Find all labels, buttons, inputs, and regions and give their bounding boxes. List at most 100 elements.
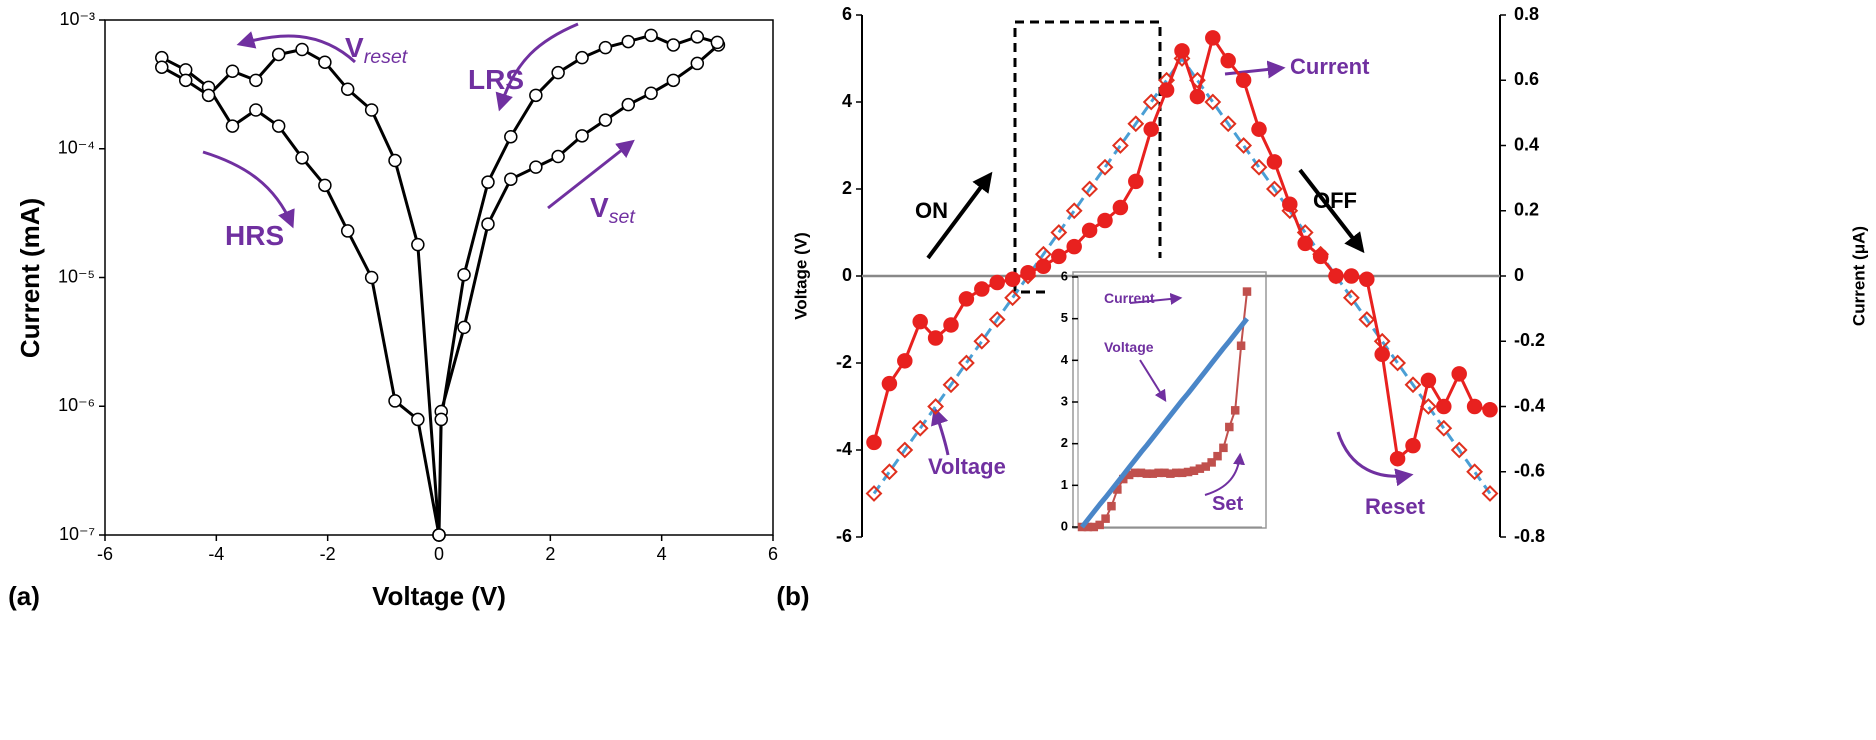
annotation-text: V [590, 192, 609, 223]
annotation-text: Current [1104, 290, 1155, 306]
data-point [1097, 212, 1113, 229]
data-point [504, 172, 518, 186]
x-tick-label: 6 [768, 544, 778, 564]
data-point [644, 28, 658, 43]
data-point [1251, 121, 1267, 137]
data-point [1225, 422, 1234, 432]
data-point [1128, 173, 1144, 190]
series-line [160, 48, 441, 536]
arrow [1139, 359, 1167, 403]
data-point [1482, 402, 1498, 418]
data-point [973, 332, 991, 350]
annotation: LRS [468, 64, 524, 95]
x-tick-label: 4 [657, 544, 667, 564]
arrow [1336, 431, 1414, 487]
data-point [927, 398, 945, 415]
data-point [1481, 485, 1499, 502]
data-point [1205, 30, 1221, 46]
data-point [201, 88, 216, 103]
annotation-text: Voltage [928, 454, 1006, 479]
y-tick-label: -2 [836, 352, 852, 372]
data-point [942, 376, 960, 394]
data-point [1328, 268, 1344, 284]
data-point [866, 434, 882, 451]
data-point [1174, 43, 1190, 59]
x-tick-label: 2 [545, 544, 555, 564]
data-point [1297, 235, 1313, 252]
data-point [1266, 154, 1283, 170]
data-point [1235, 72, 1252, 88]
data-point [1359, 271, 1375, 288]
data-point [943, 317, 959, 333]
y-tick-label: 4 [1061, 352, 1069, 367]
x-axis-title: Voltage (V) [372, 581, 506, 611]
data-point [504, 129, 518, 144]
annotation: Vset [590, 192, 636, 228]
data-point [974, 281, 990, 297]
arrow [1204, 452, 1246, 496]
arrow [926, 171, 993, 260]
data-point [225, 119, 240, 133]
y-axis-title: Voltage (V) [791, 232, 810, 320]
annotation: Reset [1365, 494, 1426, 519]
data-point [225, 64, 240, 78]
data-point [1095, 520, 1104, 530]
y2-tick-label: 0 [1514, 265, 1524, 285]
series-line [437, 33, 720, 536]
annotation: Voltage [928, 454, 1006, 479]
y-tick-label: -4 [836, 439, 852, 459]
y2-tick-label: -0.2 [1514, 330, 1545, 350]
data-point [388, 394, 402, 408]
data-point [989, 274, 1005, 291]
y-tick-label: 4 [842, 91, 852, 111]
data-point [644, 86, 658, 100]
data-point [1081, 222, 1098, 239]
data-point [927, 330, 944, 346]
arrow [931, 406, 950, 456]
data-point [1466, 463, 1484, 481]
data-point [1189, 88, 1206, 105]
data-point [551, 149, 565, 164]
x-tick-label: -2 [320, 544, 336, 564]
data-point [1312, 248, 1329, 265]
data-point [1004, 289, 1022, 307]
y-tick-label: 10⁻⁵ [58, 266, 95, 286]
y-tick-label: 6 [842, 4, 852, 24]
y2-tick-label: 0.2 [1514, 200, 1539, 220]
y-axis-title: Current (mA) [15, 198, 45, 358]
data-point [690, 56, 705, 71]
data-point [1451, 366, 1467, 382]
data-point [178, 73, 193, 88]
annotation-subscript: reset [364, 46, 409, 68]
data-point [340, 224, 355, 238]
zoom-box [1013, 20, 1162, 294]
data-point [411, 412, 425, 427]
data-point [1107, 501, 1116, 511]
y2-tick-label: -0.6 [1514, 461, 1545, 481]
y2-tick-label: 0.6 [1514, 69, 1539, 89]
data-point [1466, 398, 1483, 415]
y-tick-label: 10⁻⁴ [58, 138, 95, 158]
data-point [481, 175, 495, 189]
y-tick-label: -6 [836, 526, 852, 546]
data-point [958, 291, 975, 307]
data-point [621, 97, 636, 112]
data-point [690, 30, 705, 44]
data-point [551, 65, 565, 80]
data-point [666, 73, 681, 88]
y-tick-label: 2 [1061, 435, 1068, 450]
data-point [666, 38, 681, 52]
annotation-text: Reset [1365, 494, 1426, 519]
data-point [457, 268, 471, 282]
arrow [1129, 292, 1183, 305]
annotation: HRS [225, 220, 284, 251]
annotation: Voltage [1104, 339, 1154, 355]
x-tick-label: -4 [208, 544, 224, 564]
x-tick-label: -6 [97, 544, 113, 564]
data-point [865, 485, 883, 502]
data-point [1143, 121, 1159, 137]
data-point [1435, 419, 1453, 437]
data-point [621, 34, 636, 49]
annotation: Set [1212, 493, 1243, 515]
